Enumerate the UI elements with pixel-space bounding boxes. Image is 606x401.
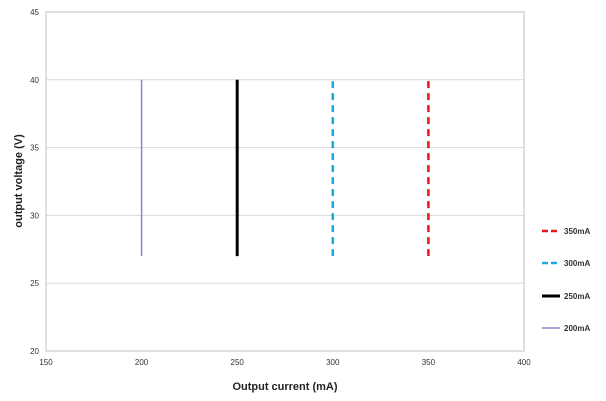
legend-label-350mA: 350mA xyxy=(564,227,590,236)
x-tick-label-0: 150 xyxy=(39,358,53,367)
x-axis-ticks: 150 200 250 300 350 400 xyxy=(39,358,531,367)
x-tick-label-5: 400 xyxy=(517,358,531,367)
grid xyxy=(46,11,524,352)
y-axis-title: output voltage (V) xyxy=(13,134,25,228)
x-tick-label-2: 250 xyxy=(231,358,245,367)
y-tick-label-0: 20 xyxy=(30,347,39,356)
legend-label-200mA: 200mA xyxy=(564,324,590,333)
legend: 350mA 300mA 250mA 200mA xyxy=(542,227,590,333)
y-tick-label-4: 40 xyxy=(30,76,39,85)
y-axis-ticks: 20 25 30 35 40 45 xyxy=(30,8,39,356)
x-axis-title: Output current (mA) xyxy=(232,381,337,393)
series-layer xyxy=(140,79,430,257)
y-tick-label-1: 25 xyxy=(30,279,39,288)
y-tick-label-5: 45 xyxy=(30,8,39,17)
y-tick-label-3: 35 xyxy=(30,144,39,153)
legend-label-300mA: 300mA xyxy=(564,259,590,268)
x-tick-label-1: 200 xyxy=(135,358,149,367)
y-tick-label-2: 30 xyxy=(30,211,39,220)
plot-frame xyxy=(45,11,525,352)
x-tick-label-4: 350 xyxy=(422,358,436,367)
legend-label-250mA: 250mA xyxy=(564,292,590,301)
x-tick-label-3: 300 xyxy=(326,358,340,367)
